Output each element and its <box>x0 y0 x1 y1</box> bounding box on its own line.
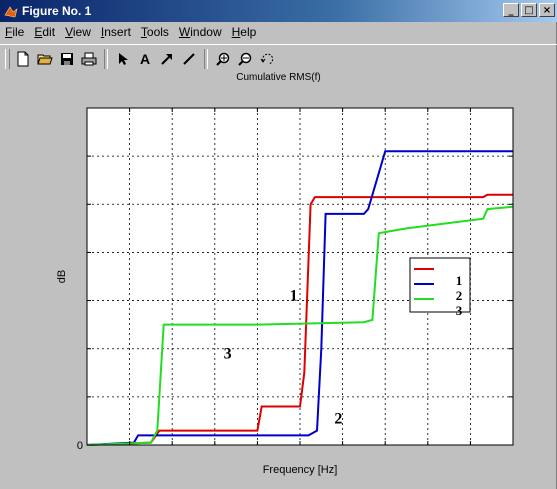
close-icon: × <box>542 4 552 16</box>
menu-help[interactable]: Help <box>231 25 257 39</box>
annotation-label: 2 <box>334 410 342 427</box>
annotation-label: 3 <box>224 345 232 362</box>
toolbar-grip[interactable] <box>5 49 10 69</box>
window-title: Figure No. 1 <box>22 4 92 18</box>
series-line-3 <box>86 205 514 446</box>
toolbar-separator <box>204 49 208 69</box>
legend-entry: 3 <box>456 303 463 318</box>
series-layer <box>86 150 514 446</box>
chart-title: Cumulative RMS(f) <box>236 72 321 83</box>
insert-text-button[interactable]: A <box>134 48 156 70</box>
insert-line-icon <box>183 53 195 65</box>
minimize-button[interactable]: _ <box>503 3 519 17</box>
maximize-icon: □ <box>524 4 534 16</box>
legend-entry: 2 <box>456 288 463 303</box>
print-icon <box>81 52 97 66</box>
menu-file[interactable]: File <box>5 25 25 39</box>
x-axis-label: Frequency [Hz] <box>263 464 338 476</box>
zoom-out-button[interactable] <box>234 48 256 70</box>
select-button[interactable] <box>112 48 134 70</box>
rotate-icon <box>260 53 274 65</box>
menu-edit[interactable]: Edit <box>34 25 56 39</box>
toolbar-separator <box>104 49 108 69</box>
menu-window[interactable]: Window <box>178 25 222 39</box>
print-button[interactable] <box>78 48 100 70</box>
menu-tools[interactable]: Tools <box>140 25 169 39</box>
legend-entry: 1 <box>456 273 463 288</box>
insert-line-button[interactable] <box>178 48 200 70</box>
menu-view[interactable]: View <box>65 25 91 39</box>
legend[interactable]: 123 <box>409 257 471 318</box>
zoom-out-icon <box>238 52 252 66</box>
zoom-in-button[interactable] <box>212 48 234 70</box>
close-button[interactable]: × <box>539 3 555 17</box>
save-icon <box>61 53 73 65</box>
minimize-icon: _ <box>508 4 514 16</box>
rotate-button[interactable] <box>256 48 278 70</box>
series-line-2 <box>86 150 513 446</box>
series-line-1 <box>86 193 513 446</box>
save-button[interactable] <box>56 48 78 70</box>
open-button[interactable] <box>34 48 56 70</box>
figure-toolbar: A <box>0 44 557 73</box>
title-bar[interactable]: Figure No. 1 _ □ × <box>0 0 557 22</box>
axis-ticks <box>87 107 513 446</box>
select-arrow-icon <box>119 53 128 65</box>
annotations: 1 2 3 <box>224 288 343 428</box>
matlab-logo-icon <box>4 4 18 18</box>
zoom-in-icon <box>216 52 230 66</box>
y-tick-label: 0 <box>77 440 83 452</box>
menu-insert[interactable]: Insert <box>100 25 131 39</box>
new-file-button[interactable] <box>12 48 34 70</box>
insert-arrow-icon <box>161 54 172 65</box>
open-folder-icon <box>37 54 53 65</box>
y-axis-label: dB <box>56 270 68 283</box>
annotation-label: 1 <box>290 288 298 305</box>
insert-text-icon: A <box>140 52 150 66</box>
new-file-icon <box>17 51 29 67</box>
menu-bar: File Edit View Insert Tools Window Help <box>0 22 557 42</box>
svg-text:A: A <box>140 52 150 66</box>
insert-arrow-button[interactable] <box>156 48 178 70</box>
maximize-button[interactable]: □ <box>521 3 537 17</box>
